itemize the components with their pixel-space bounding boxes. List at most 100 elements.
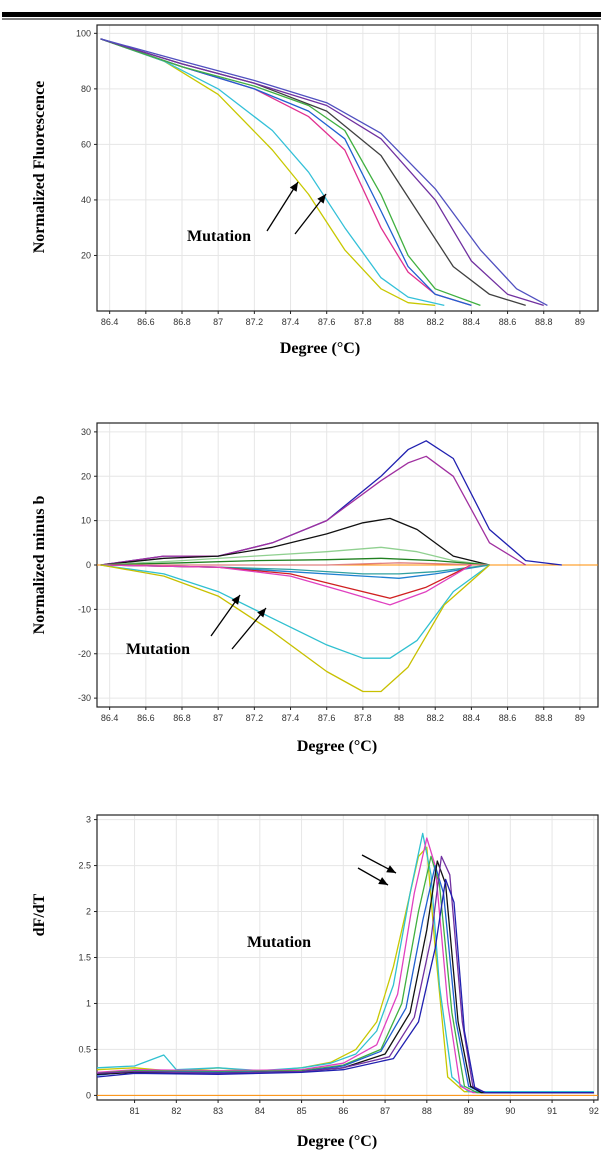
y-tick-label: -30	[78, 693, 91, 703]
y-tick-label: 1	[86, 998, 91, 1008]
y-tick-label: 1.5	[78, 953, 91, 963]
series-line-11	[100, 564, 490, 659]
series-line-3	[96, 837, 594, 1094]
series-line-3	[100, 517, 490, 566]
x-tick-label: 88.2	[426, 317, 444, 327]
panel-melt-curve: Normalized Fluorescence Degree (°C) Muta…	[31, 24, 599, 357]
x-tick-label: 88	[394, 713, 404, 723]
x-tick-label: 89	[464, 1106, 474, 1116]
series-line-8	[100, 38, 548, 306]
x-tick-label: 84	[255, 1106, 265, 1116]
series-line-7	[96, 855, 594, 1094]
mutation-arrowhead	[386, 865, 396, 873]
x-tick-label: 88.6	[499, 713, 517, 723]
panel-derivative-curve: dF/dT Degree (°C) Mutation 81 82 83 84 85 86 8…	[31, 814, 599, 1150]
x-tick-label: 86.4	[101, 713, 119, 723]
x-tick-label: 90	[505, 1106, 515, 1116]
y-tick-label: 60	[81, 139, 91, 149]
x-tick-label: 87	[380, 1106, 390, 1116]
y-tick-label: 10	[81, 516, 91, 526]
series-line-8	[96, 878, 594, 1094]
x-axis-label: Degree (°C)	[280, 340, 360, 357]
series-line-5	[100, 557, 490, 566]
x-tick-label: 85	[297, 1106, 307, 1116]
series-line-4	[96, 855, 594, 1094]
x-tick-label: 86.8	[173, 317, 191, 327]
x-tick-label: 87	[213, 713, 223, 723]
x-tick-label: 83	[213, 1106, 223, 1116]
y-tick-label: 0	[86, 560, 91, 570]
y-tick-label: 20	[81, 250, 91, 260]
x-tick-label: 88.4	[463, 713, 481, 723]
mutation-arrowhead	[257, 608, 266, 618]
x-tick-label: 87.6	[318, 317, 336, 327]
series-line-4	[100, 38, 472, 307]
series-line-7	[100, 38, 544, 307]
x-tick-label: 87.2	[246, 713, 264, 723]
top-rule	[2, 12, 601, 17]
x-tick-label: 86	[338, 1106, 348, 1116]
series-line-12	[100, 564, 490, 693]
x-tick-label: 88	[394, 317, 404, 327]
series-line-6	[100, 562, 490, 566]
x-tick-label: 89	[575, 317, 585, 327]
mutation-arrowhead	[317, 194, 326, 204]
x-tick-label: 81	[130, 1106, 140, 1116]
x-tick-label: 87.6	[318, 713, 336, 723]
y-tick-label: 0	[86, 1090, 91, 1100]
series-line-2	[100, 38, 445, 307]
mutation-arrowhead	[231, 595, 240, 605]
x-tick-label: 86.4	[101, 317, 119, 327]
mutation-arrowhead	[378, 877, 388, 885]
y-tick-label: 40	[81, 195, 91, 205]
y-tick-label: 2	[86, 907, 91, 917]
x-tick-label: 86.6	[137, 713, 155, 723]
y-tick-label: 0.5	[78, 1044, 91, 1054]
x-tick-label: 88.8	[535, 317, 553, 327]
x-tick-label: 88.2	[426, 713, 444, 723]
x-tick-label: 86.6	[137, 317, 155, 327]
x-axis-label: Degree (°C)	[297, 1133, 377, 1150]
plot-frame	[96, 24, 599, 312]
mutation-label: Mutation	[187, 228, 251, 245]
x-tick-label: 87.4	[282, 317, 300, 327]
y-tick-label: 100	[76, 28, 91, 38]
panel-difference-curve: Normalized minus b Degree (°C) Mutation …	[31, 422, 599, 755]
mutation-arrow	[266, 181, 299, 232]
mutation-label: Mutation	[126, 641, 190, 658]
mutation-arrowhead	[289, 182, 298, 192]
series-line-1	[100, 38, 436, 307]
x-tick-label: 88	[422, 1106, 432, 1116]
y-tick-label: -10	[78, 604, 91, 614]
series-line-5	[96, 864, 594, 1094]
y-tick-label: 20	[81, 471, 91, 481]
y-tick-label: -20	[78, 649, 91, 659]
y-axis-label: Normalized Fluorescence	[31, 81, 48, 254]
x-tick-label: 87	[213, 317, 223, 327]
y-tick-label: 80	[81, 84, 91, 94]
series-line-5	[100, 38, 481, 307]
y-axis-label: dF/dT	[31, 893, 48, 936]
y-tick-label: 2.5	[78, 861, 91, 871]
grid	[97, 25, 598, 311]
x-tick-label: 88.6	[499, 317, 517, 327]
x-tick-label: 89	[575, 713, 585, 723]
x-tick-label: 87.8	[354, 713, 372, 723]
x-tick-label: 87.2	[246, 317, 264, 327]
series-line-2	[100, 455, 527, 566]
y-axis-label: Normalized minus b	[31, 496, 48, 635]
series-line-2	[96, 832, 594, 1093]
series-line-10	[100, 564, 472, 606]
y-tick-label: 30	[81, 427, 91, 437]
x-tick-label: 87.4	[282, 713, 300, 723]
y-tick-label: 3	[86, 815, 91, 825]
x-tick-label: 86.8	[173, 713, 191, 723]
mutation-label: Mutation	[247, 934, 311, 951]
x-tick-label: 88.8	[535, 713, 553, 723]
x-tick-label: 92	[589, 1106, 599, 1116]
x-axis-label: Degree (°C)	[297, 738, 377, 755]
series-line-4	[100, 546, 490, 566]
x-tick-label: 91	[547, 1106, 557, 1116]
x-tick-label: 88.4	[463, 317, 481, 327]
